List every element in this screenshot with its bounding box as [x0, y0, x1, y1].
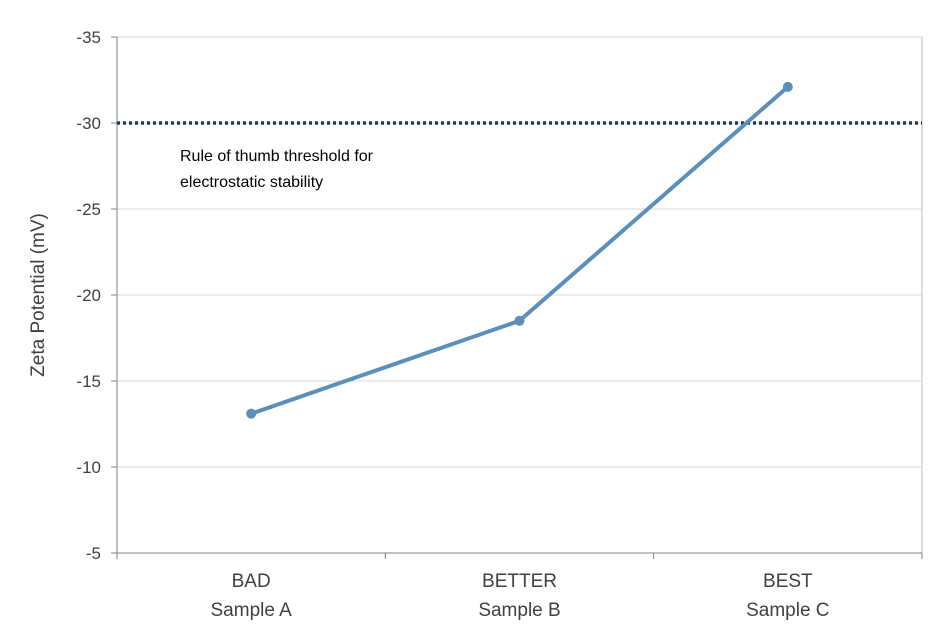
threshold-label-line-1: Rule of thumb threshold for [180, 148, 374, 165]
y-tick-label: -25 [76, 200, 101, 219]
data-point [514, 315, 525, 326]
x-category-label-line-2: Sample B [478, 600, 560, 621]
data-point [246, 408, 257, 419]
y-tick-label: -30 [76, 114, 101, 133]
y-tick-label: -5 [86, 544, 101, 563]
y-axis-title: Zeta Potential (mV) [28, 213, 49, 377]
x-category-label-line-1: BETTER [482, 571, 557, 592]
data-point [782, 81, 793, 92]
y-axis-ticks: -35 -30 -25 -20 -15 -10 -5 [76, 28, 922, 563]
y-tick-label: -10 [76, 458, 101, 477]
y-tick-label: -35 [76, 28, 101, 47]
x-category-label-line-2: Sample A [211, 600, 293, 621]
x-category-label-line-1: BEST [763, 571, 813, 592]
y-tick-label: -15 [76, 372, 101, 391]
x-category-label-line-2: Sample C [746, 600, 829, 621]
threshold-label-line-2: electrostatic stability [180, 174, 323, 191]
x-axis-labels: BAD Sample A BETTER Sample B BEST Sample C [116, 553, 923, 621]
series-group [246, 81, 793, 419]
x-category-label-line-1: BAD [232, 571, 271, 592]
y-tick-label: -20 [76, 286, 101, 305]
